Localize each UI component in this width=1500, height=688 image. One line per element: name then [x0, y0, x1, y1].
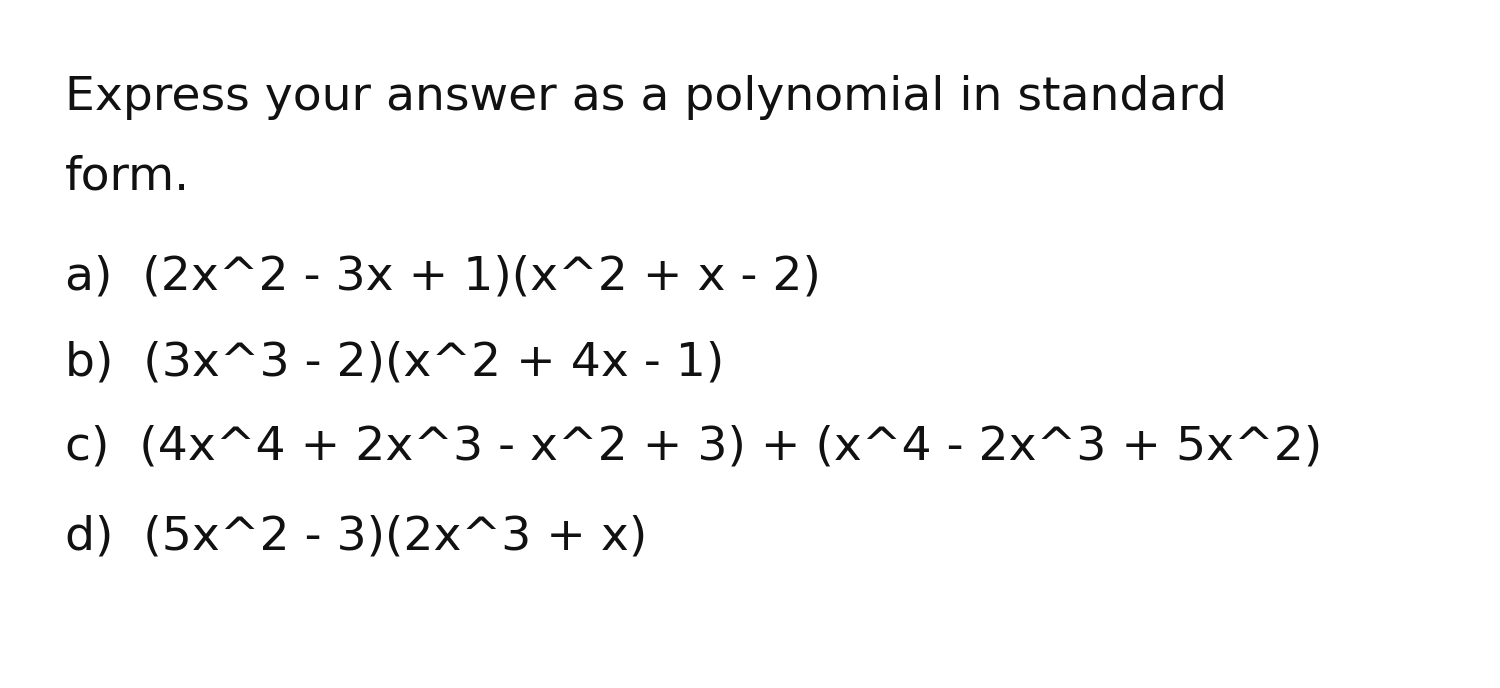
- Text: c)  (4x^4 + 2x^3 - x^2 + 3) + (x^4 - 2x^3 + 5x^2): c) (4x^4 + 2x^3 - x^2 + 3) + (x^4 - 2x^3…: [64, 425, 1323, 470]
- Text: form.: form.: [64, 155, 190, 200]
- Text: b)  (3x^3 - 2)(x^2 + 4x - 1): b) (3x^3 - 2)(x^2 + 4x - 1): [64, 340, 724, 385]
- Text: a)  (2x^2 - 3x + 1)(x^2 + x - 2): a) (2x^2 - 3x + 1)(x^2 + x - 2): [64, 255, 820, 300]
- Text: Express your answer as a polynomial in standard: Express your answer as a polynomial in s…: [64, 75, 1227, 120]
- Text: d)  (5x^2 - 3)(2x^3 + x): d) (5x^2 - 3)(2x^3 + x): [64, 515, 648, 560]
